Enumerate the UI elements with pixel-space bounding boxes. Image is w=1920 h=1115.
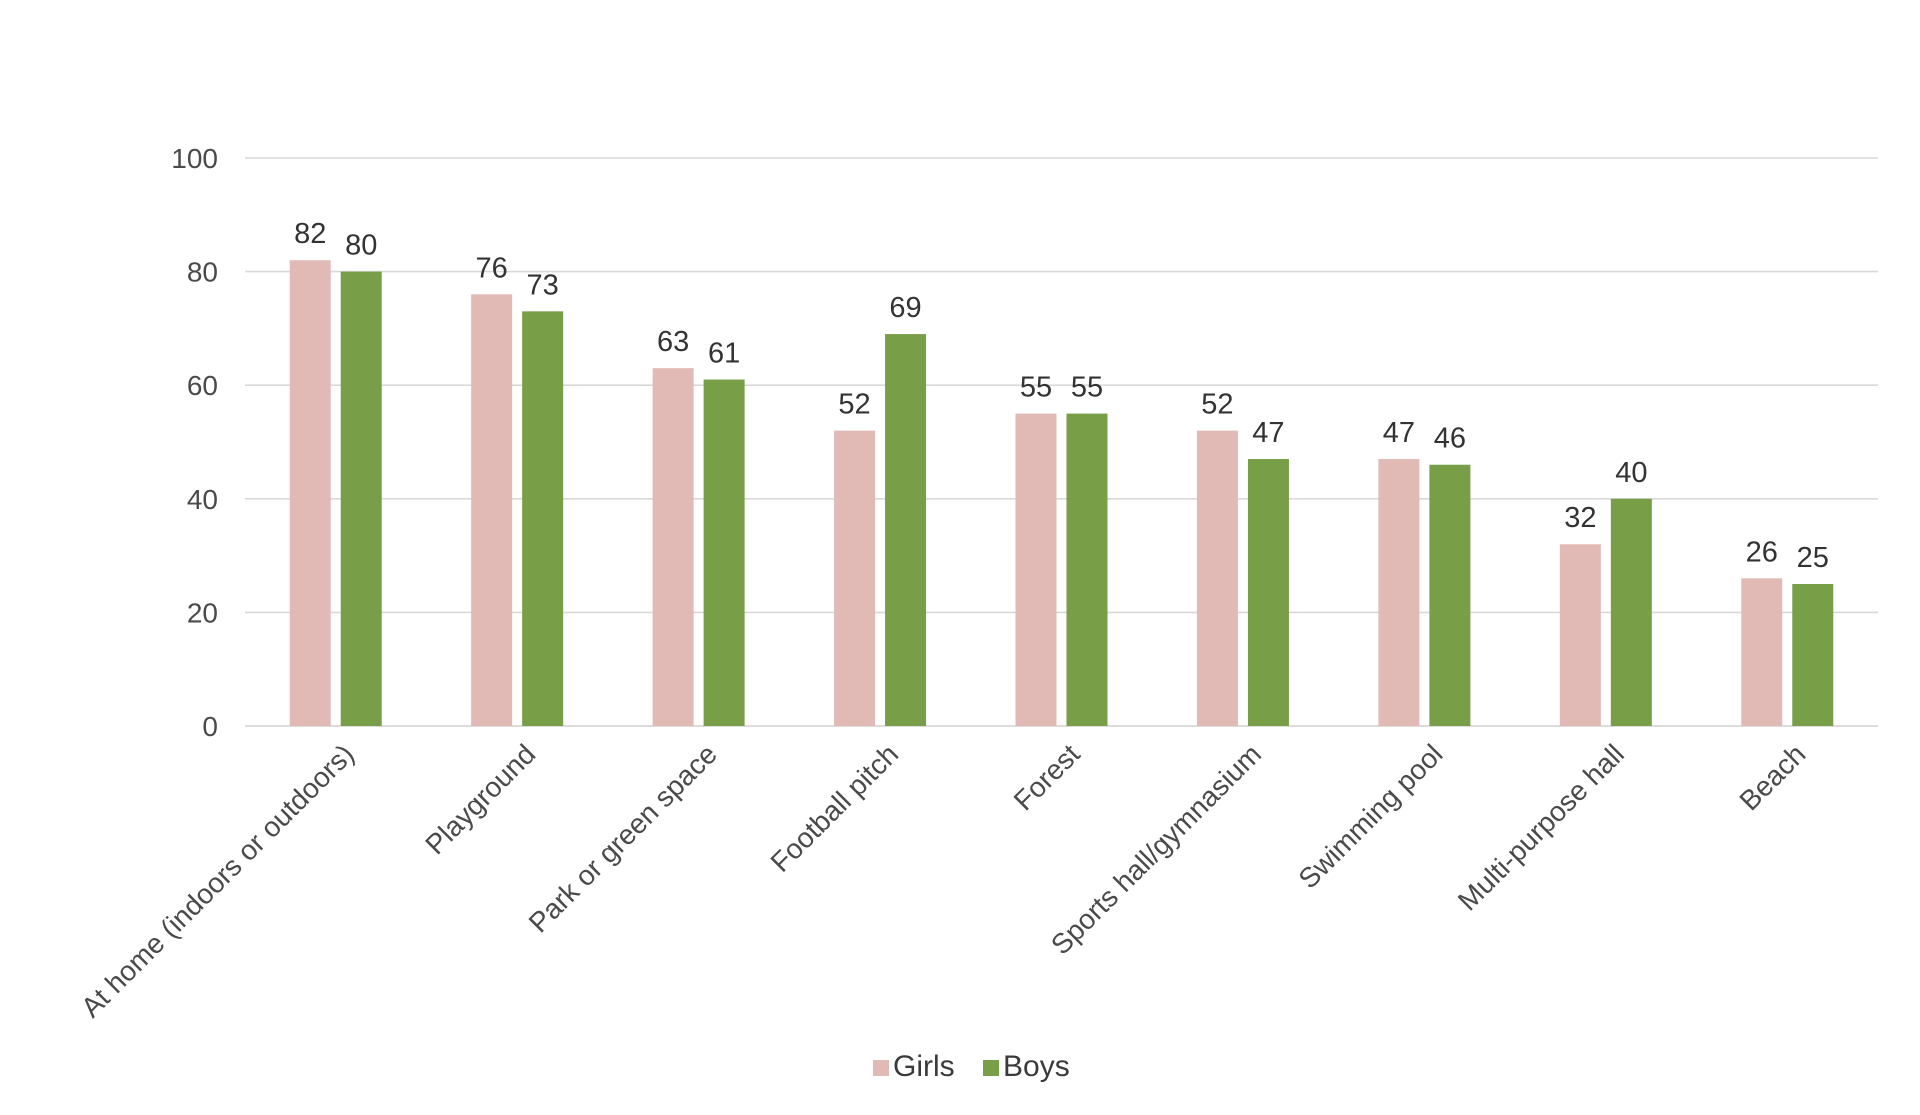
bar-girls [834, 430, 876, 726]
bar-girls [652, 368, 694, 726]
y-tick-label: 40 [187, 484, 218, 515]
data-label: 80 [345, 230, 377, 262]
bar-boys [1066, 413, 1108, 726]
bar-girls [471, 294, 513, 726]
bar-girls [1196, 430, 1238, 726]
legend-swatch-girls [873, 1060, 889, 1076]
y-tick-label: 60 [187, 370, 218, 401]
data-label: 32 [1564, 502, 1596, 534]
x-tick-label: Playground [419, 738, 541, 860]
bars [289, 260, 1834, 726]
bar-boys [522, 311, 564, 726]
data-label: 46 [1434, 423, 1466, 455]
x-axis-ticks: At home (indoors or outdoors) PlaygroundP… [75, 738, 1811, 1023]
x-tick-label: Forest [1008, 738, 1086, 816]
x-tick-label: Multi-purpose hall [1452, 738, 1630, 916]
bar-girls [1559, 544, 1601, 726]
y-axis-ticks: 0 20 40 60 80 100 [171, 143, 218, 742]
x-tick-label: Swimming pool [1292, 738, 1448, 894]
gridlines [245, 157, 1878, 727]
x-tick-label: Football pitch [765, 738, 905, 878]
bar-boys [885, 334, 927, 726]
bar-girls [289, 260, 331, 726]
data-label: 82 [294, 218, 326, 250]
legend: Girls Boys [873, 1050, 1070, 1083]
data-label: 26 [1746, 536, 1778, 568]
data-label: 76 [476, 252, 508, 284]
bar-girls [1378, 459, 1420, 726]
data-label: 52 [1201, 389, 1233, 421]
legend-swatch-boys [983, 1060, 999, 1076]
data-label: 40 [1615, 457, 1647, 489]
data-label: 47 [1383, 417, 1415, 449]
data-label: 55 [1071, 372, 1103, 404]
data-label: 63 [657, 326, 689, 358]
bar-boys [1247, 459, 1289, 726]
x-tick-label: Park or green space [523, 738, 723, 938]
bar-girls [1015, 413, 1057, 726]
y-tick-label: 0 [202, 711, 218, 742]
bar-boys [340, 271, 382, 726]
bar-boys [1610, 498, 1652, 726]
bar-girls [1741, 578, 1783, 726]
x-tick-label: Beach [1733, 738, 1811, 816]
data-label: 47 [1252, 417, 1284, 449]
legend-label-girls: Girls [893, 1050, 955, 1083]
data-label: 73 [527, 269, 559, 301]
y-tick-label: 100 [171, 143, 218, 174]
data-label: 69 [889, 292, 921, 324]
bar-boys [1792, 584, 1834, 726]
data-label: 61 [708, 338, 740, 370]
bar-boys [1429, 464, 1471, 726]
x-tick-label: At home (indoors or outdoors) [75, 738, 360, 1023]
data-labels: 82 80 76 73 63 61 52 69 55 55 52 47 47 46 32 40 26 25 [294, 218, 1829, 574]
data-label: 55 [1020, 372, 1052, 404]
bar-boys [703, 379, 745, 726]
data-label: 52 [838, 389, 870, 421]
y-tick-label: 80 [187, 257, 218, 288]
legend-label-boys: Boys [1003, 1050, 1070, 1083]
y-tick-label: 20 [187, 597, 218, 628]
x-tick-label: Sports hall/gymnasium [1045, 738, 1267, 960]
data-label: 25 [1797, 542, 1829, 574]
